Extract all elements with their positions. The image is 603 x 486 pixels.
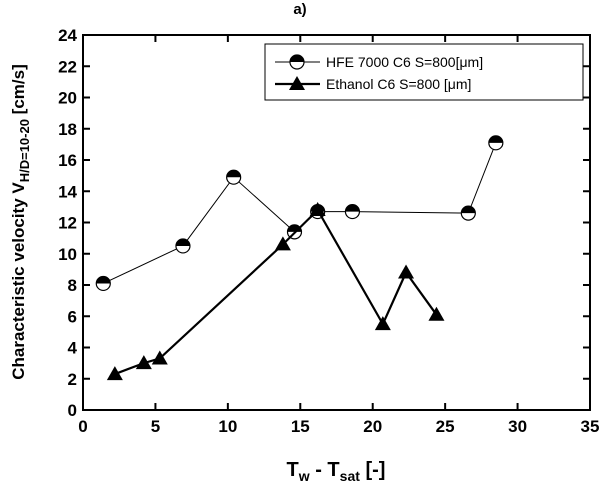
marker-shape [289, 76, 305, 90]
y-label-part: Characteristic velocity V [9, 182, 28, 380]
marker-shape [428, 306, 445, 321]
x-label-part: w [298, 468, 310, 484]
legend-label: HFE 7000 C6 S=800[μm] [326, 54, 483, 70]
x-label-part: sat [340, 468, 361, 484]
marker-shape [345, 204, 360, 212]
marker-shape [135, 355, 152, 370]
marker-shape [226, 170, 241, 178]
marker [226, 169, 242, 185]
marker [151, 350, 168, 365]
y-tick-label: 16 [58, 151, 77, 170]
marker [428, 306, 445, 321]
marker [175, 238, 191, 254]
y-tick-label: 8 [68, 276, 77, 295]
marker-shape [175, 238, 190, 246]
marker-shape [488, 135, 503, 143]
y-tick-label: 20 [58, 89, 77, 108]
legend-label: Ethanol C6 S=800 [μm] [326, 76, 471, 92]
legend-box [264, 43, 584, 101]
marker [95, 275, 111, 292]
series-line [114, 208, 438, 376]
marker-shape [461, 206, 476, 214]
y-tick-label: 10 [58, 245, 77, 264]
x-tick-label: 5 [151, 417, 160, 436]
x-label-part: - T [310, 459, 340, 481]
y-label-part: H/D=10-20 [17, 119, 32, 182]
marker [374, 316, 391, 331]
y-tick-label: 24 [58, 26, 77, 45]
marker-shape [309, 202, 326, 216]
marker-shape [106, 366, 123, 381]
y-tick-label: 6 [68, 307, 77, 326]
marker [135, 355, 152, 370]
marker-shape [274, 236, 291, 251]
x-tick-label: 30 [508, 417, 527, 436]
marker [274, 236, 291, 251]
x-tick-label: 20 [363, 417, 382, 436]
x-axis-label: Tw - Tsat [-] [287, 459, 386, 484]
y-tick-label: 4 [68, 339, 78, 358]
marker [488, 135, 504, 151]
marker [289, 54, 305, 70]
x-tick-label: 15 [291, 417, 310, 436]
y-tick-label: 12 [58, 214, 77, 233]
marker [106, 366, 123, 381]
y-tick-label: 18 [58, 120, 77, 139]
marker-shape [96, 276, 111, 284]
y-tick-label: 22 [58, 57, 77, 76]
marker-shape [290, 55, 304, 62]
chart-title: a) [293, 1, 306, 18]
x-tick-label: 10 [218, 417, 237, 436]
marker-shape [374, 316, 391, 331]
marker [398, 264, 415, 279]
x-tick-label: 25 [436, 417, 455, 436]
y-label-part: [cm/s] [9, 64, 28, 119]
x-tick-label: 0 [78, 417, 87, 436]
marker [460, 205, 476, 221]
x-tick-label: 35 [581, 417, 600, 436]
marker [309, 202, 326, 216]
marker-shape [151, 350, 168, 365]
series-line [103, 142, 497, 284]
legend: HFE 7000 C6 S=800[μm] Ethanol C6 S=800 [μ… [264, 43, 584, 101]
x-label-part: T [287, 459, 299, 481]
marker [289, 76, 305, 90]
marker [344, 203, 361, 220]
marker-shape [398, 264, 415, 279]
x-label-part: [-] [360, 459, 386, 481]
y-tick-label: 14 [58, 182, 77, 201]
y-axis-label: Characteristic velocity VH/D=10-20 [cm/s… [9, 64, 32, 380]
y-tick-label: 0 [68, 401, 77, 420]
y-tick-label: 2 [68, 370, 77, 389]
